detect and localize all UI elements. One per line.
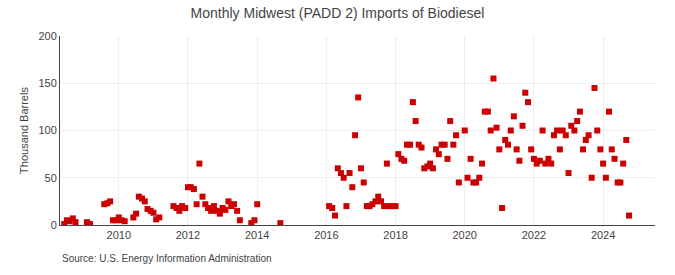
svg-text:100: 100 <box>38 124 56 136</box>
svg-text:2012: 2012 <box>176 229 200 241</box>
svg-text:Source: U.S. Energy Informatio: Source: U.S. Energy Information Administ… <box>62 253 272 264</box>
svg-text:Thousand Barrels: Thousand Barrels <box>18 87 30 174</box>
svg-text:2016: 2016 <box>314 229 338 241</box>
svg-text:2022: 2022 <box>522 229 546 241</box>
svg-text:200: 200 <box>38 30 56 42</box>
svg-text:2010: 2010 <box>107 229 131 241</box>
svg-text:2020: 2020 <box>452 229 476 241</box>
svg-text:50: 50 <box>45 172 57 184</box>
svg-text:Monthly Midwest (PADD 2) Impor: Monthly Midwest (PADD 2) Imports of Biod… <box>191 5 485 21</box>
svg-text:2024: 2024 <box>591 229 615 241</box>
svg-text:0: 0 <box>51 219 57 231</box>
svg-text:2014: 2014 <box>245 229 269 241</box>
svg-text:2018: 2018 <box>383 229 407 241</box>
svg-text:150: 150 <box>38 77 56 89</box>
